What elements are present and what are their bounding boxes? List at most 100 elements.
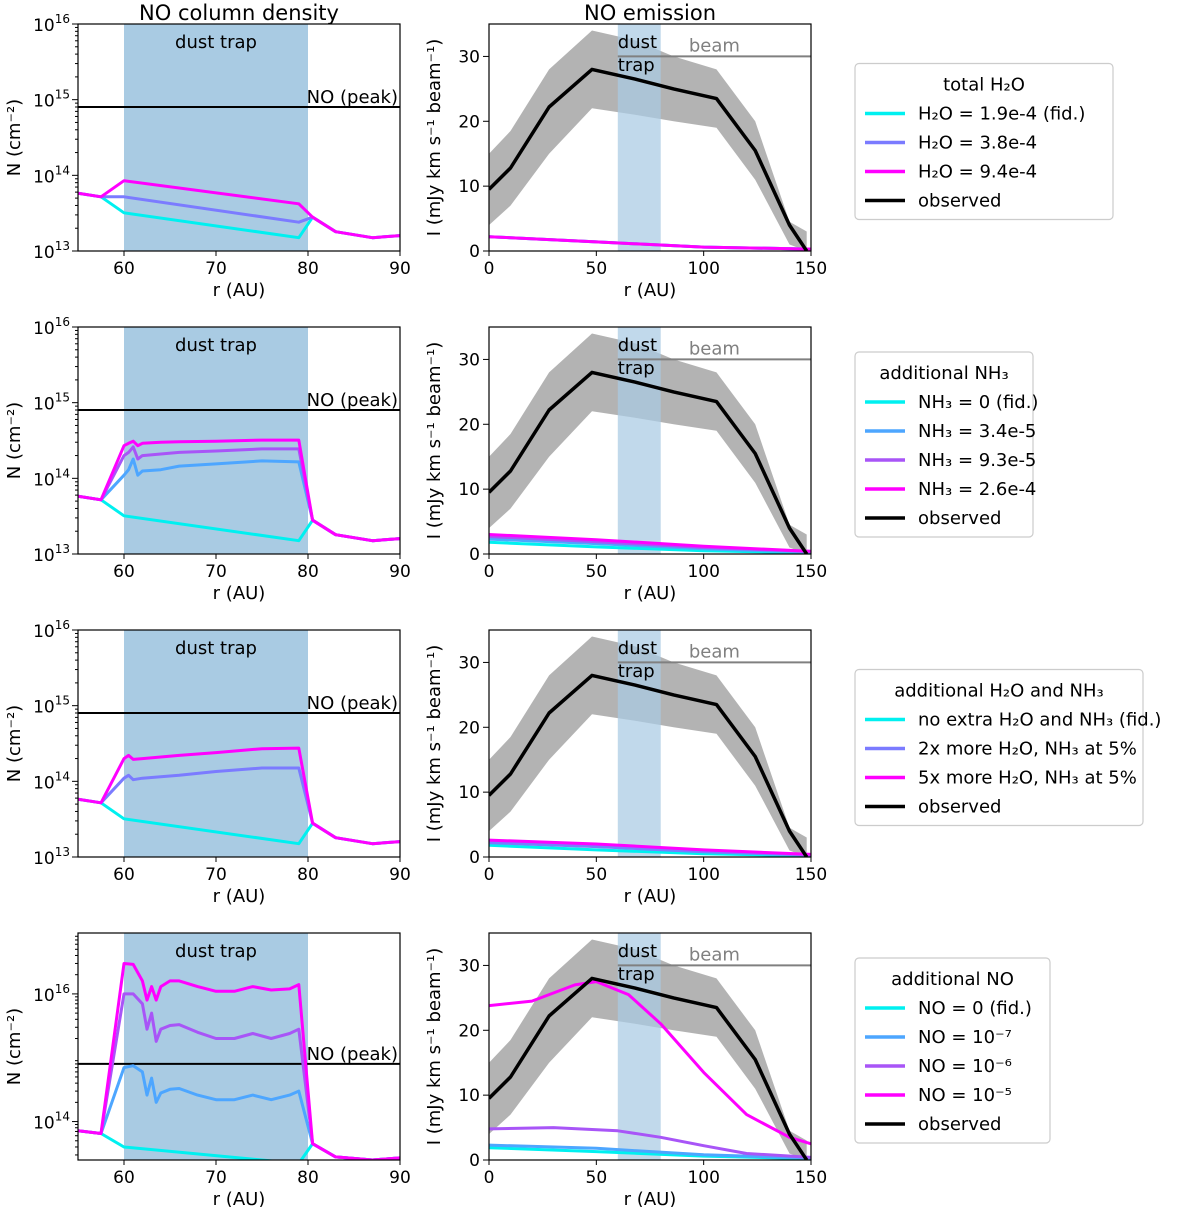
dust-trap-band (617, 630, 661, 857)
y-tick-label: 1016 (33, 12, 70, 36)
dust-trap-band (124, 630, 308, 857)
left-x-axis-label: r (AU) (213, 1189, 266, 1207)
observed-uncertainty-band (489, 333, 807, 554)
x-tick-label: 70 (205, 259, 227, 279)
y-tick-label: 10 (458, 480, 480, 500)
legend-entry: H₂O = 3.8e-4 (918, 133, 1037, 154)
legend-entry: no extra H₂O and NH₃ (fid.) (918, 710, 1161, 731)
y-tick-label: 0 (469, 1151, 480, 1171)
legend-entry: NH₃ = 9.3e-5 (918, 450, 1036, 471)
y-tick-label: 20 (458, 1021, 480, 1041)
y-tick-label: 1014 (33, 769, 70, 793)
left-y-axis-label: N (cm⁻²) (4, 1008, 25, 1085)
dust-label-line2: trap (618, 964, 655, 985)
left-plot-area (78, 24, 400, 251)
left-plot-area (78, 933, 400, 1160)
column-density-series-3 (78, 746, 400, 846)
dust-label-line1: dust (618, 335, 657, 356)
x-tick-label: 150 (795, 865, 827, 885)
y-tick-label: 10 (458, 783, 480, 803)
legend-entry: observed (918, 191, 1001, 212)
right-plot-area (489, 327, 811, 554)
panel-3: dust trap NO (peak) 60 70 80 90 1013 1014 1015 10… (4, 618, 1161, 907)
x-tick-label: 150 (795, 562, 827, 582)
emission-series-2 (489, 1143, 811, 1160)
left-axes-frame (77, 23, 401, 252)
x-tick-label: 60 (113, 865, 135, 885)
y-tick-label: 10 (458, 1086, 480, 1106)
dust-trap-label: dust trap (175, 638, 257, 659)
column-density-series-3 (78, 179, 400, 240)
column-density-series-4 (78, 962, 400, 1160)
observed-line (489, 370, 809, 554)
left-plot-area (78, 630, 400, 857)
no-peak-label: NO (peak) (307, 390, 398, 411)
y-tick-label: 1015 (33, 391, 70, 415)
y-tick-label: 30 (458, 956, 480, 976)
x-tick-label: 0 (484, 562, 495, 582)
x-tick-label: 90 (389, 259, 411, 279)
no-peak-label: NO (peak) (307, 693, 398, 714)
legend-title: additional NH₃ (879, 363, 1008, 384)
x-tick-label: 50 (586, 562, 608, 582)
y-tick-label: 1014 (33, 163, 70, 187)
y-tick-label: 0 (469, 242, 480, 262)
x-tick-label: 50 (586, 1168, 608, 1188)
legend: additional NO NO = 0 (fid.) NO = 10⁻⁷ NO = … (854, 957, 1051, 1144)
y-tick-label: 1016 (33, 315, 70, 339)
x-tick-label: 100 (687, 259, 719, 279)
legend-entry: NH₃ = 2.6e-4 (918, 479, 1036, 500)
y-tick-label: 1016 (33, 982, 70, 1006)
x-tick-label: 80 (297, 259, 319, 279)
x-tick-label: 80 (297, 865, 319, 885)
right-axes-frame (488, 932, 812, 1161)
y-tick-label: 1015 (33, 694, 70, 718)
dust-label-line1: dust (618, 638, 657, 659)
right-y-axis-label: I (mJy km s⁻¹ beam⁻¹) (424, 342, 445, 540)
right-axes-frame (488, 23, 812, 252)
legend-entry: H₂O = 9.4e-4 (918, 162, 1037, 183)
observed-uncertainty-band (489, 636, 807, 857)
legend-title: additional NO (891, 969, 1014, 990)
emission-series-3 (489, 235, 811, 251)
dust-label-line2: trap (618, 55, 655, 76)
dust-trap-band (124, 24, 308, 251)
y-tick-label: 20 (458, 415, 480, 435)
column-density-series-2 (78, 1064, 400, 1160)
x-tick-label: 100 (687, 1168, 719, 1188)
right-plot-area (489, 933, 811, 1160)
legend-entry: NH₃ = 3.4e-5 (918, 421, 1036, 442)
x-tick-label: 0 (484, 259, 495, 279)
y-tick-label: 30 (458, 653, 480, 673)
observed-line (489, 67, 809, 251)
legend-frame (854, 62, 1114, 221)
right-y-axis-label: I (mJy km s⁻¹ beam⁻¹) (424, 645, 445, 843)
dust-trap-band (617, 24, 661, 251)
emission-series-3 (489, 838, 811, 856)
beam-label: beam (689, 944, 740, 965)
no-peak-label: NO (peak) (307, 1044, 398, 1065)
right-y-axis-label: I (mJy km s⁻¹ beam⁻¹) (424, 948, 445, 1146)
y-tick-label: 0 (469, 848, 480, 868)
y-tick-label: 1014 (33, 466, 70, 490)
left-x-axis-label: r (AU) (213, 583, 266, 604)
right-plot-area (489, 24, 811, 251)
panels-group: dust trap NO (peak) 60 70 80 90 1013 1014 1015 10… (4, 12, 1161, 1207)
x-tick-label: 90 (389, 1168, 411, 1188)
legend: additional H₂O and NH₃ no extra H₂O and N… (854, 668, 1161, 827)
left-y-axis-label: N (cm⁻²) (4, 99, 25, 176)
legend-entry: NO = 10⁻⁷ (918, 1027, 1012, 1048)
left-y-axis-label: N (cm⁻²) (4, 705, 25, 782)
legend-entry: 5x more H₂O, NH₃ at 5% (918, 768, 1137, 789)
no-peak-label: NO (peak) (307, 87, 398, 108)
y-tick-label: 10 (458, 177, 480, 197)
x-tick-label: 50 (586, 259, 608, 279)
x-tick-label: 50 (586, 865, 608, 885)
left-y-axis-label: N (cm⁻²) (4, 402, 25, 479)
x-tick-label: 70 (205, 865, 227, 885)
x-tick-label: 60 (113, 259, 135, 279)
dust-trap-label: dust trap (175, 335, 257, 356)
legend-entry: H₂O = 1.9e-4 (fid.) (918, 104, 1085, 125)
